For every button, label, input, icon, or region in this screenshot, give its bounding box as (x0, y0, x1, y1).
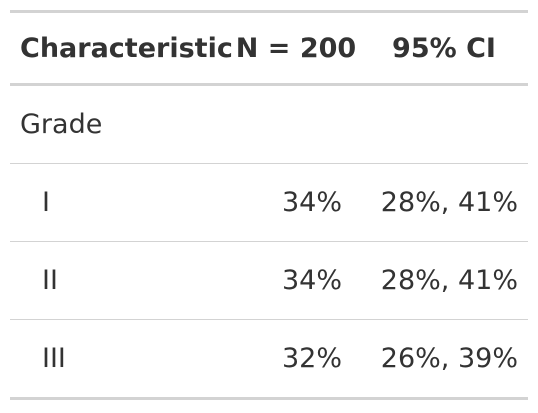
row-ci: 26%, 39% (360, 319, 528, 399)
group-ci-cell (360, 85, 528, 164)
table-row: II 34% 28%, 41% (10, 241, 528, 320)
header-characteristic: Characteristic (10, 11, 233, 86)
row-ci: 28%, 41% (360, 241, 528, 320)
summary-table-container: Characteristic N = 200 95% CI Grade I 34… (10, 10, 528, 400)
row-label: I (10, 163, 232, 242)
group-row-grade: Grade (10, 85, 528, 164)
header-row: Characteristic N = 200 95% CI (10, 11, 528, 86)
row-n: 34% (232, 163, 360, 242)
row-label: III (10, 319, 232, 399)
table-row: I 34% 28%, 41% (10, 163, 528, 242)
summary-table: Characteristic N = 200 95% CI Grade I 34… (10, 10, 528, 400)
row-ci: 28%, 41% (360, 163, 528, 242)
row-n: 32% (232, 319, 360, 399)
row-n: 34% (232, 241, 360, 320)
header-n: N = 200 (232, 11, 360, 86)
header-ci: 95% CI (360, 11, 528, 86)
group-label: Grade (20, 109, 103, 140)
row-label: II (10, 241, 232, 320)
table-row: III 32% 26%, 39% (10, 319, 528, 399)
group-n-cell (232, 85, 360, 164)
